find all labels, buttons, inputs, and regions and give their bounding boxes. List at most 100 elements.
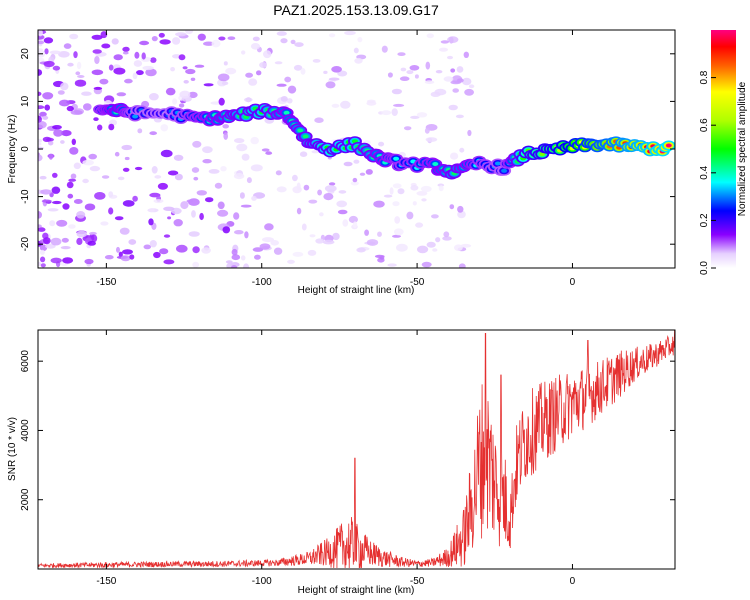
heatmap-noise-blob [153, 199, 164, 204]
heatmap-noise-blob [124, 78, 133, 84]
heatmap-noise-blob [66, 105, 74, 112]
snr-series-line [38, 330, 675, 569]
heatmap-noise-blob [76, 211, 86, 219]
heatmap-noise-blob [38, 138, 42, 143]
heatmap-noise-blob [331, 103, 340, 108]
heatmap-noise-blob [70, 110, 83, 115]
heatmap-noise-blob [108, 207, 114, 215]
heatmap-noise-blob [455, 114, 464, 119]
heatmap-noise-blob [438, 185, 444, 192]
heatmap-noise-blob [421, 261, 432, 268]
heatmap-noise-blob [336, 200, 348, 208]
heatmap-noise-blob [48, 153, 54, 160]
heatmap-noise-blob [141, 52, 146, 60]
heatmap-noise-blob [344, 30, 356, 36]
heatmap-noise-blob [218, 36, 226, 41]
heatmap-noise-blob [84, 258, 94, 265]
heatmap-noise-blob [163, 234, 171, 238]
heatmap-noise-blob [350, 181, 359, 186]
heatmap-noise-blob [57, 90, 65, 95]
heatmap-noise-blob [415, 222, 424, 228]
heatmap-noise-blob [203, 41, 215, 46]
heatmap-noise-blob [274, 61, 283, 65]
heatmap-noise-blob [192, 246, 200, 254]
heatmap-noise-blob [252, 247, 264, 252]
heatmap-noise-blob [458, 263, 466, 268]
heatmap-noise-blob [58, 99, 71, 107]
heatmap-noise-blob [136, 70, 144, 76]
heatmap-ridge-core [432, 162, 439, 166]
heatmap-noise-blob [111, 38, 119, 45]
heatmap-noise-blob [354, 57, 363, 64]
heatmap-noise-blob [100, 221, 109, 226]
heatmap-noise-blob [87, 241, 96, 246]
heatmap-noise-blob [323, 70, 328, 74]
heatmap-noise-blob [175, 32, 187, 37]
heatmap-noise-blob [58, 51, 70, 58]
heatmap-noise-blob [45, 243, 56, 249]
heatmap-y-ticks: -20 -10 0 10 20 [20, 48, 675, 251]
heatmap-noise-blob [315, 238, 325, 244]
heatmap-noise-blob [119, 227, 130, 235]
heatmap-noise-blob [287, 259, 295, 264]
heatmap-noise-blob [76, 237, 83, 245]
heatmap-noise-blob [459, 147, 465, 153]
heatmap-noise-blob [239, 192, 245, 199]
heatmap-noise-blob [378, 141, 385, 147]
heatmap-noise-blob [73, 199, 83, 204]
heatmap-noise-blob [222, 124, 229, 129]
heatmap-noise-blob [311, 150, 320, 154]
heatmap-noise-blob [259, 62, 267, 68]
heatmap-noise-blob [92, 49, 102, 54]
heatmap-noise-blob [108, 123, 115, 131]
heatmap-noise-blob [220, 166, 227, 172]
heatmap-noise-blob [276, 31, 287, 36]
heatmap-noise-blob [275, 170, 282, 176]
heatmap-noise-blob [114, 151, 120, 157]
heatmap-noise-blob [52, 65, 61, 71]
heatmap-noise-blob [364, 229, 369, 236]
heatmap-noise-blob [352, 221, 358, 228]
heatmap-noise-blob [38, 142, 42, 146]
heatmap-x-label: Height of straight line (km) [298, 285, 415, 296]
heatmap-noise-blob [457, 205, 464, 213]
heatmap-noise [38, 30, 475, 268]
heatmap-noise-blob [39, 111, 47, 117]
heatmap-noise-blob [328, 182, 336, 186]
heatmap-noise-blob [129, 254, 135, 260]
heatmap-noise-blob [60, 82, 69, 91]
heatmap-noise-blob [159, 248, 169, 255]
snr-x-label: Height of straight line (km) [298, 585, 415, 596]
heatmap-noise-blob [178, 103, 185, 108]
heatmap-noise-blob [322, 239, 335, 245]
heatmap-noise-blob [270, 240, 280, 246]
heatmap-noise-blob [293, 64, 303, 71]
heatmap-noise-blob [101, 43, 111, 49]
heatmap-noise-blob [113, 67, 126, 75]
heatmap-noise-blob [233, 212, 240, 220]
heatmap-noise-blob [280, 38, 288, 44]
heatmap-noise-blob [300, 68, 306, 75]
snr-y-label: SNR (10 * v/v) [7, 417, 18, 481]
heatmap-noise-blob [94, 192, 106, 200]
heatmap-noise-blob [48, 140, 54, 146]
heatmap-noise-blob [52, 125, 62, 130]
heatmap-noise-blob [286, 98, 293, 104]
heatmap-noise-blob [231, 265, 238, 268]
heatmap-noise-blob [182, 66, 188, 70]
heatmap-noise-blob [397, 52, 406, 56]
heatmap-noise-blob [188, 91, 198, 99]
heatmap-noise-blob [145, 68, 157, 77]
heatmap-noise-blob [208, 169, 220, 174]
heatmap-noise-blob [41, 199, 52, 203]
heatmap-noise-blob [240, 255, 246, 261]
heatmap-noise-blob [394, 216, 401, 224]
heatmap-noise-blob [192, 140, 202, 148]
heatmap-noise-blob [52, 172, 58, 178]
heatmap-noise-blob [464, 88, 474, 96]
heatmap-noise-blob [404, 126, 412, 131]
heatmap-ridge-core [665, 143, 672, 148]
snr-x-tick-label: -100 [252, 576, 272, 587]
heatmap-noise-blob [93, 117, 99, 121]
colorbar-tick-label: 0.2 [699, 213, 710, 227]
